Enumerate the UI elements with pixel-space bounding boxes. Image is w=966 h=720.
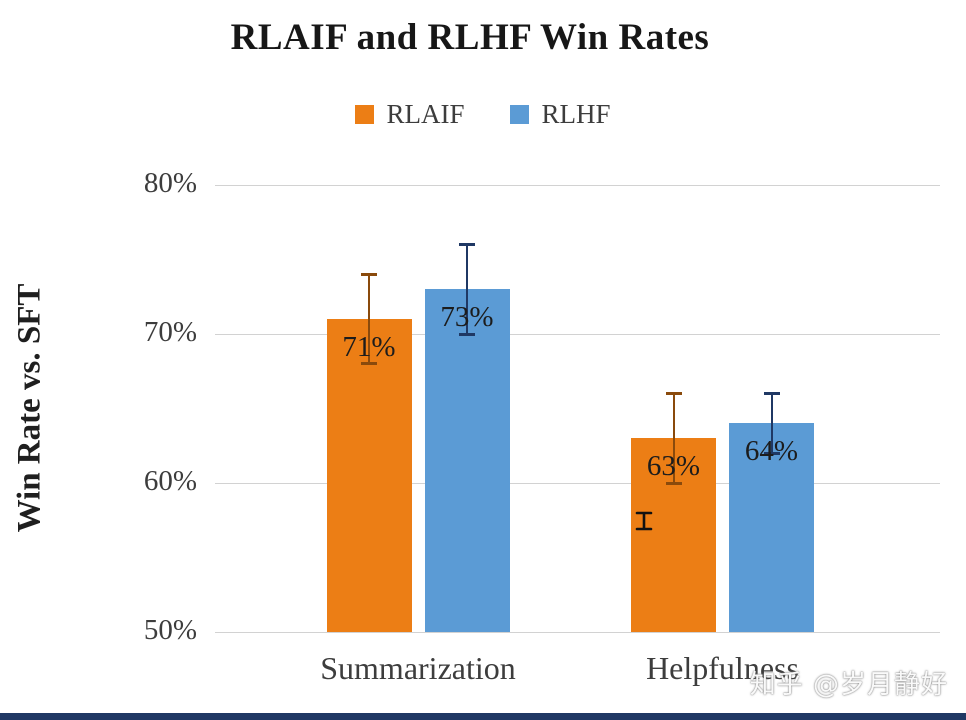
- error-bar-cap: [361, 272, 377, 276]
- chart-legend: RLAIF RLHF: [0, 99, 966, 130]
- y-tick-label: 80%: [143, 166, 197, 199]
- chart-title: RLAIF and RLHF Win Rates: [230, 17, 710, 58]
- plot-area: 80% 70% 60% 50% Summarization Helpfulness 71% 6…: [144, 167, 940, 686]
- error-bar-cap: [665, 392, 682, 396]
- bar-value-label: 71%: [342, 331, 396, 364]
- bar-value-label: 64%: [744, 435, 799, 468]
- x-tick-label: Summarization: [320, 650, 516, 686]
- error-bar-cap: [361, 362, 377, 366]
- bar-rlhf-helpfulness: [729, 423, 814, 632]
- error-bar: [770, 393, 773, 454]
- bar-rlaif-summarization: [326, 319, 412, 632]
- error-bar-cap: [665, 481, 682, 485]
- gridline: [215, 483, 940, 484]
- gridline: [215, 632, 940, 633]
- error-bar: [672, 393, 675, 483]
- legend-swatch-rlhf: [510, 105, 530, 124]
- error-bar-cap: [763, 392, 780, 396]
- error-bar: [466, 244, 468, 334]
- watermark: 知乎 @岁月静好: [749, 670, 948, 700]
- text-cursor-icon: [633, 511, 655, 531]
- error-bar-cap: [763, 451, 780, 455]
- bar-value-label: 63%: [646, 450, 701, 483]
- legend-item-rlhf: RLHF: [510, 99, 611, 130]
- y-axis-title: Win Rate vs. SFT: [11, 283, 48, 533]
- bar-rlhf-summarization: [424, 289, 510, 632]
- x-tick-label: Helpfulness: [646, 650, 799, 686]
- error-bar-cap: [459, 243, 475, 247]
- legend-swatch-rlaif: [355, 105, 375, 124]
- gridline: [215, 334, 940, 335]
- bottom-border-strip: [0, 713, 966, 720]
- error-bar: [368, 274, 370, 364]
- legend-label-rlhf: RLHF: [541, 99, 611, 129]
- y-tick-label: 60%: [143, 464, 197, 497]
- gridline: [215, 185, 940, 186]
- y-tick-label: 50%: [143, 613, 197, 646]
- bar-value-label: 73%: [440, 301, 494, 334]
- legend-label-rlaif: RLAIF: [386, 99, 465, 129]
- y-tick-label: 70%: [143, 315, 197, 348]
- legend-item-rlaif: RLAIF: [355, 99, 464, 130]
- error-bar-cap: [459, 332, 475, 336]
